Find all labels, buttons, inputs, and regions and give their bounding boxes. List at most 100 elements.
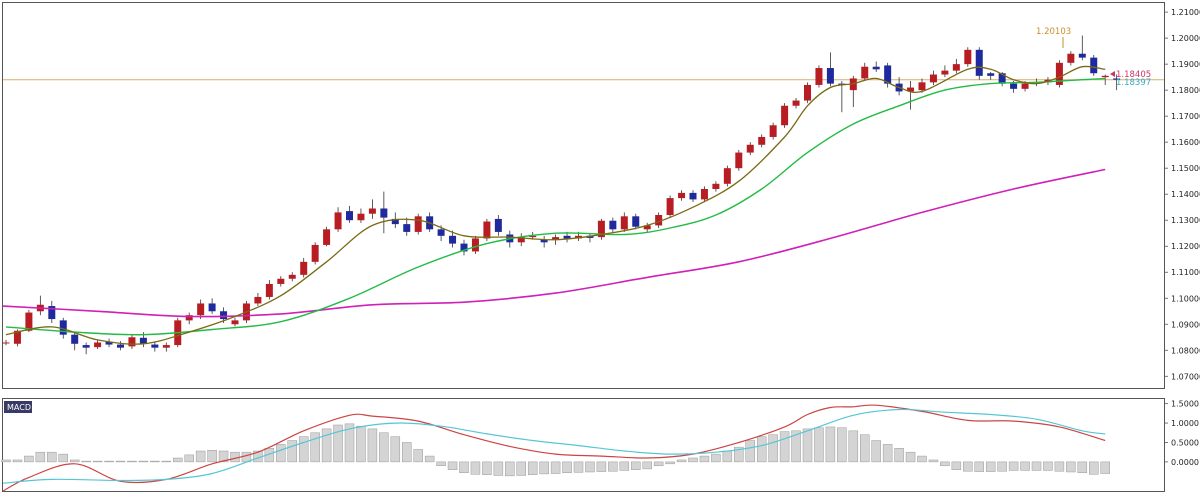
price-axis-tick-label: 1.19000 [1171, 60, 1200, 69]
histogram-bar [184, 454, 194, 463]
histogram-bar [871, 440, 881, 463]
histogram-bar [58, 453, 68, 463]
macd-axis: 1.5000 1.0000 0.5000 0.0000 [1164, 400, 1199, 467]
histogram-bar [424, 455, 435, 463]
histogram-bar [860, 434, 870, 463]
candle-body [884, 65, 892, 84]
candle-body [471, 238, 479, 252]
candle-body [700, 188, 708, 200]
candle-body [82, 345, 90, 348]
histogram-bar [276, 444, 286, 463]
candle-body [792, 100, 800, 106]
histogram-bar [310, 432, 320, 463]
candle-body [975, 49, 983, 76]
price-axis-tick-label: 1.11000 [1171, 268, 1200, 277]
candle-body [13, 330, 21, 344]
histogram-bar [951, 461, 962, 470]
histogram-bar [287, 440, 297, 463]
price-axis-tick-label: 1.20000 [1171, 34, 1200, 43]
candle-body [1078, 53, 1086, 58]
histogram-bar [333, 424, 343, 463]
histogram-bar [699, 455, 710, 463]
candle-body [414, 216, 422, 232]
candle-body [643, 225, 651, 230]
histogram-bar [447, 461, 458, 470]
histogram-bar [1020, 461, 1030, 471]
histogram-bar [344, 423, 355, 463]
histogram-bar [676, 459, 687, 463]
bid-price-label: 1.18397 [1116, 78, 1151, 88]
candle-body [2, 342, 10, 344]
histogram-bar [104, 460, 114, 463]
candle-body [804, 84, 811, 101]
candle-body [437, 229, 445, 236]
candle-body [1067, 53, 1075, 63]
candle-body [323, 229, 331, 245]
candle-body [632, 216, 640, 227]
histogram-bar [436, 461, 446, 467]
price-axis-tick-label: 1.09000 [1171, 320, 1200, 329]
candle-body [781, 105, 789, 126]
histogram-bar [573, 461, 584, 473]
histogram-bar [173, 457, 183, 463]
candle-body [265, 283, 273, 297]
histogram-bar [138, 460, 149, 463]
histogram-bar [665, 461, 675, 465]
price-axis-tick-label: 1.07000 [1171, 372, 1200, 381]
histogram-bar [493, 461, 504, 476]
candle-body [391, 218, 399, 225]
price-axis-tick-label: 1.18000 [1171, 86, 1200, 95]
candle-body [1101, 75, 1109, 78]
histogram-bar [459, 461, 469, 474]
histogram-bar [734, 446, 744, 463]
candle-body [197, 303, 205, 316]
candle-body [346, 211, 353, 221]
histogram-bar [470, 461, 481, 475]
histogram-bar [321, 428, 332, 463]
histogram-bar [161, 460, 172, 463]
histogram-bar [802, 428, 813, 463]
histogram-bar [1008, 461, 1019, 471]
candle-body [826, 68, 834, 84]
histogram-bar [711, 453, 721, 463]
candle-body [1113, 78, 1121, 80]
candle-body [563, 235, 571, 239]
histogram-bar [539, 461, 549, 475]
candle-body [540, 239, 548, 243]
histogram-bar [974, 461, 984, 472]
histogram-bar [608, 461, 618, 472]
histogram-bar [81, 460, 91, 463]
histogram-bar [1100, 461, 1110, 474]
macd-tag-label: MACD [7, 403, 31, 412]
candle-body [849, 78, 857, 91]
macd-tag-box [4, 401, 32, 413]
histogram-bar [127, 460, 137, 463]
candle-body [48, 306, 56, 320]
histogram-bar [596, 461, 607, 472]
histogram-bar [298, 436, 309, 463]
macd-axis-tick-label: 1.0000 [1171, 419, 1199, 428]
histogram-bar [150, 460, 160, 463]
candle-body [517, 237, 525, 243]
histogram-bar [653, 461, 664, 467]
candle-body [964, 49, 972, 65]
histogram-bar [745, 440, 755, 463]
price-axis: 1.21000 1.20000 1.19000 1.18000 1.17000 1.160… [1164, 8, 1200, 381]
candle-body [94, 342, 102, 348]
moving-average-slow [2, 168, 1106, 318]
histogram-bar [848, 430, 859, 463]
histogram-bar [69, 459, 80, 463]
candle-body [403, 224, 411, 232]
candle-body [277, 278, 285, 284]
price-axis-tick-label: 1.08000 [1171, 346, 1200, 355]
candle-body [769, 125, 777, 137]
candle-body [449, 235, 457, 244]
candle-body [907, 87, 915, 92]
candle-body [723, 168, 731, 184]
price-axis-tick-label: 1.16000 [1171, 138, 1200, 147]
histogram-bar [1, 459, 11, 463]
candle-body [288, 274, 296, 279]
candle-body [735, 152, 743, 169]
candle-body [998, 73, 1006, 84]
histogram-bar [527, 461, 538, 475]
